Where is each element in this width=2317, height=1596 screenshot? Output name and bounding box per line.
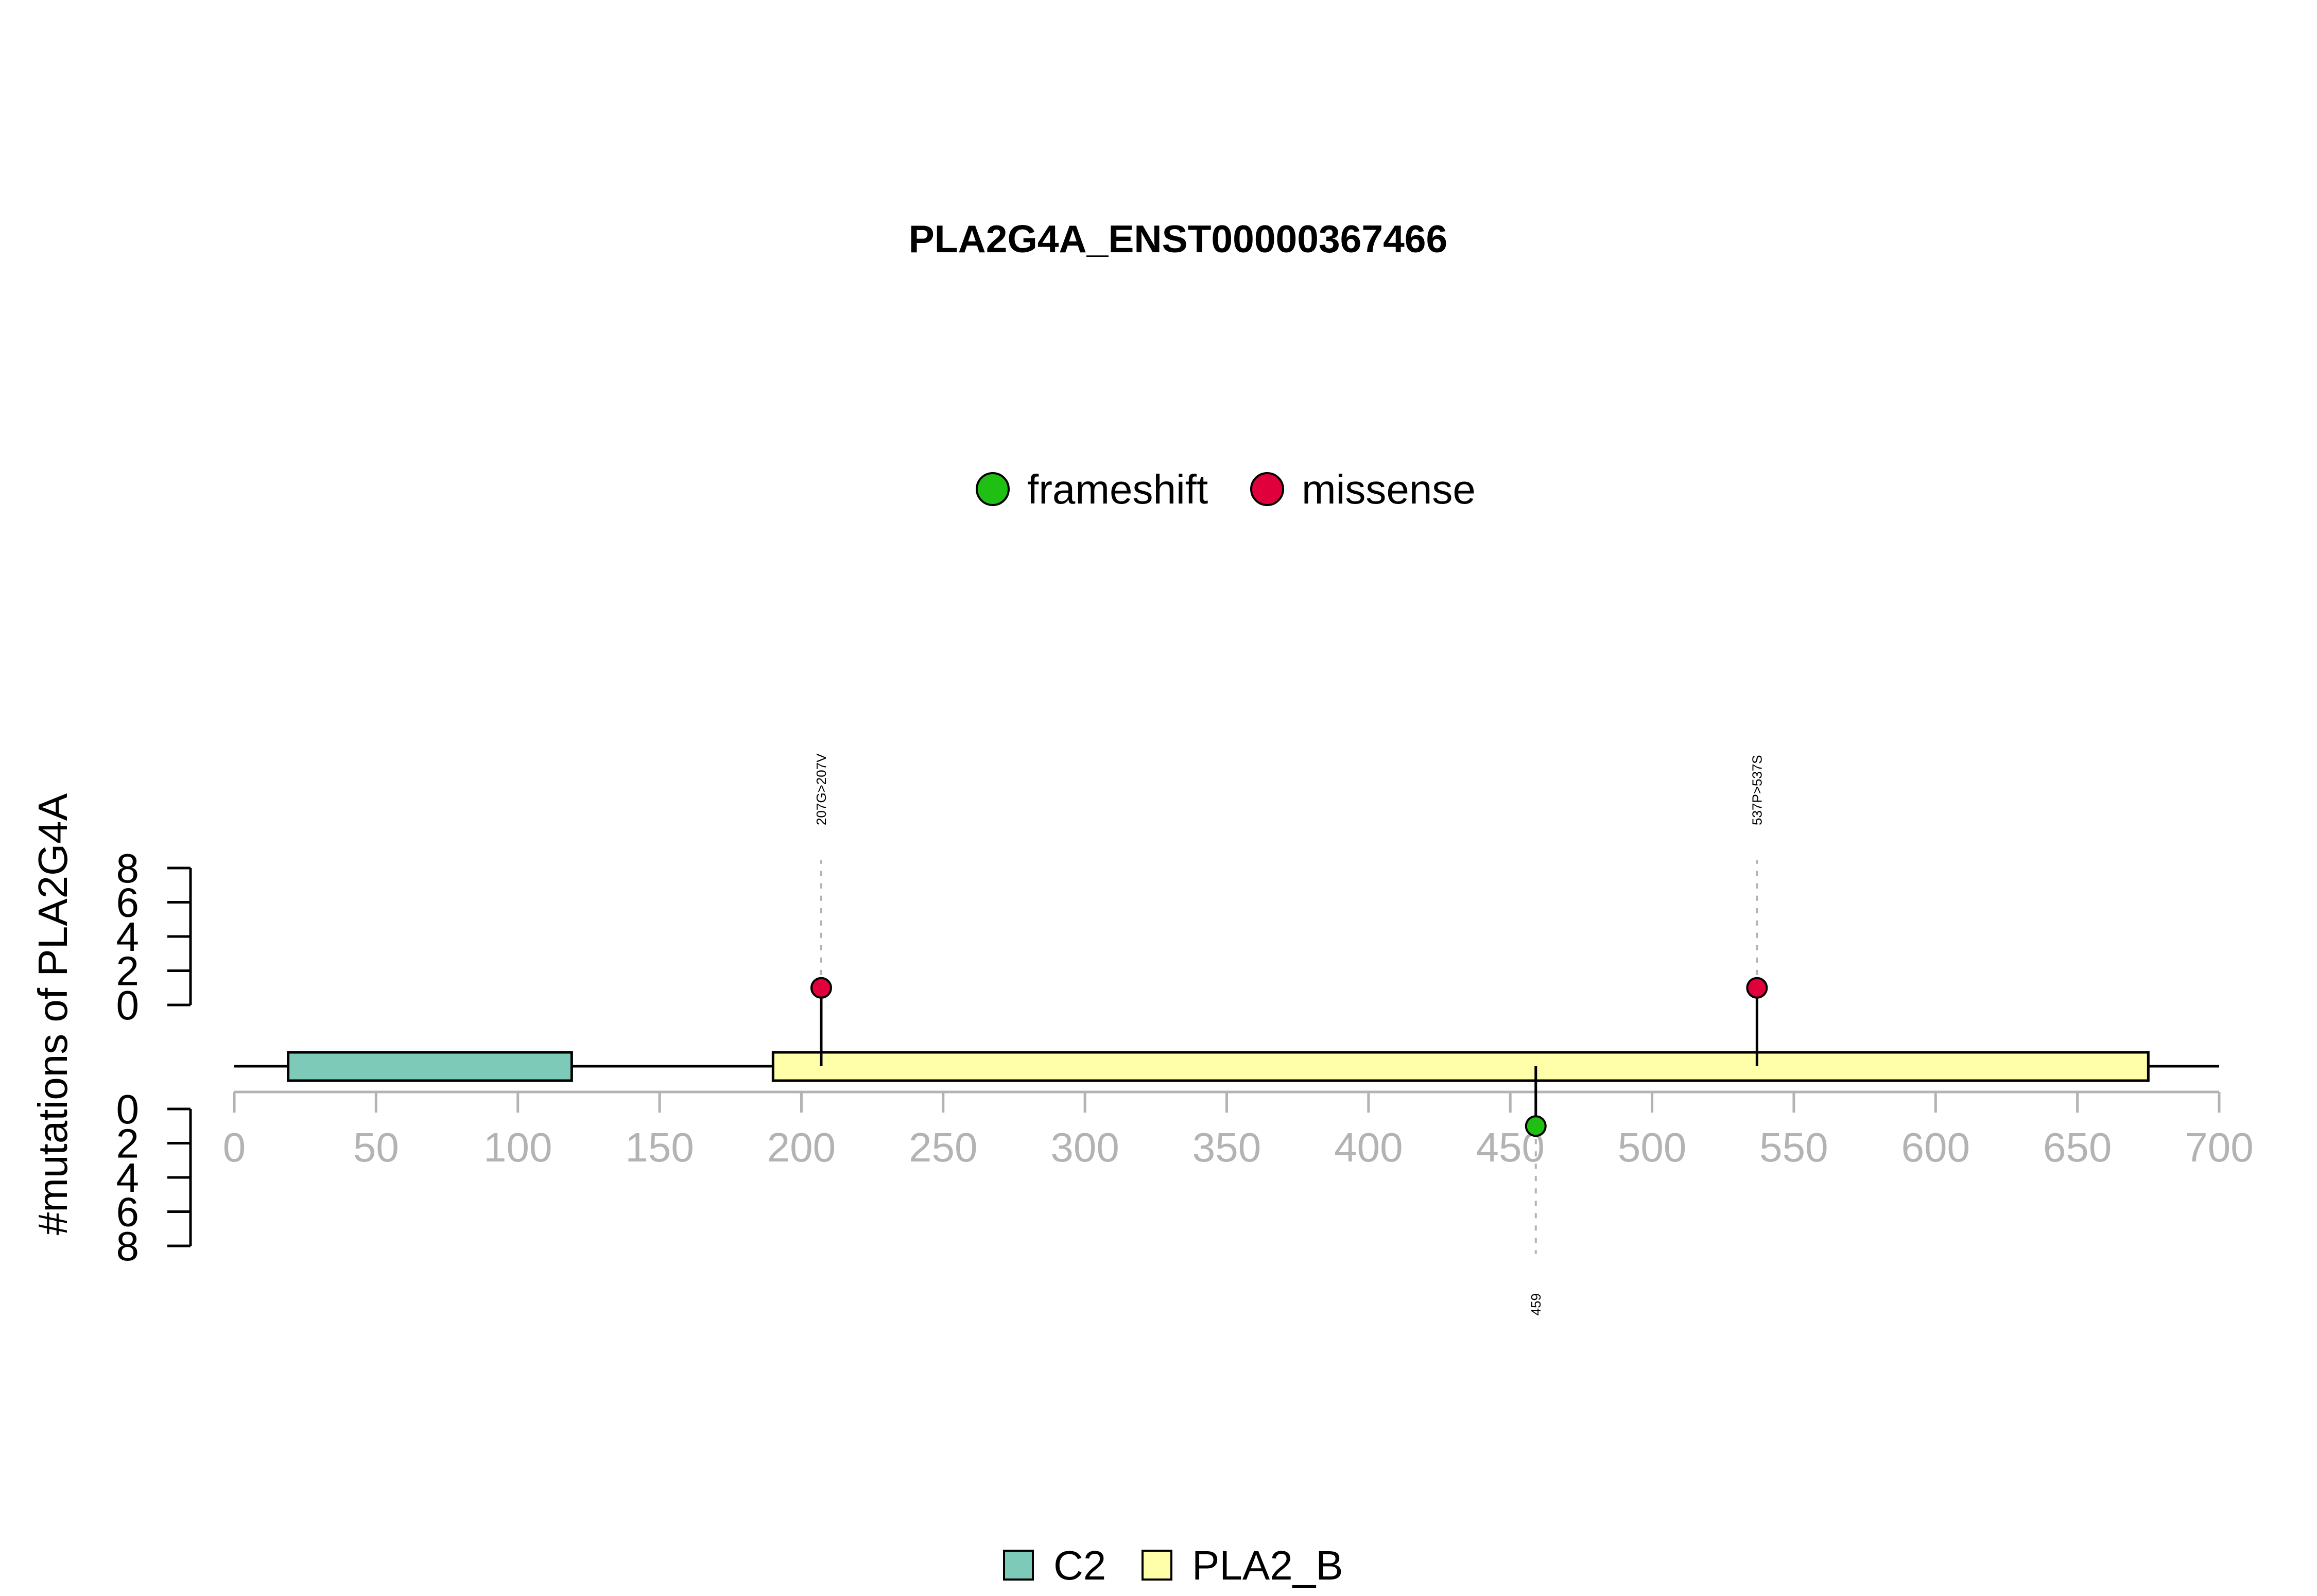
domain-boxes xyxy=(287,1051,2150,1082)
domain-c2 xyxy=(287,1051,573,1082)
legend-pla2b-label: PLA2_B xyxy=(1192,1542,1343,1588)
legend-missense-label: missense xyxy=(1302,466,1476,512)
mutation-missense: 207G>207V xyxy=(810,753,832,1066)
mutation-label: 537P>537S xyxy=(1749,755,1765,825)
mutation-label: 207G>207V xyxy=(814,753,829,825)
legend-frameshift-label: frameshift xyxy=(1027,466,1208,512)
upper-y-tick-label: 2 xyxy=(116,948,140,994)
x-tick-label: 100 xyxy=(483,1124,552,1170)
domain-pla2-b xyxy=(771,1051,2150,1082)
upper-y-tick-label: 6 xyxy=(116,880,140,926)
upper-y-tick-label: 8 xyxy=(116,845,140,891)
chart-title: PLA2G4A_ENST00000367466 xyxy=(909,217,1447,261)
lower-y-tick-label: 4 xyxy=(116,1155,140,1201)
lower-y-tick-label: 6 xyxy=(116,1189,140,1235)
mutation-frameshift: 459 xyxy=(1525,1066,1547,1315)
legend-pla2b-swatch xyxy=(1142,1550,1172,1581)
x-axis: 0 50 100 150 200 250 300 350 400 450 500 550 600 650 7… xyxy=(223,1090,2254,1170)
x-tick-label: 350 xyxy=(1192,1124,1261,1170)
x-tick-label: 500 xyxy=(1618,1124,1686,1170)
mutation-label: 459 xyxy=(1528,1293,1544,1315)
mutation-point xyxy=(1746,977,1768,999)
lower-y-tick-label: 8 xyxy=(116,1223,140,1269)
lower-y-tick-label: 2 xyxy=(116,1121,140,1167)
domain-legend: C2 PLA2_B xyxy=(1003,1542,1343,1588)
x-tick-label: 550 xyxy=(1759,1124,1828,1170)
mutation-point xyxy=(1525,1115,1547,1137)
x-tick-label: 600 xyxy=(1901,1124,1970,1170)
x-tick-label: 300 xyxy=(1050,1124,1119,1170)
x-tick-label: 200 xyxy=(767,1124,836,1170)
legend-frameshift-marker xyxy=(976,472,1010,506)
upper-y-tick-label: 4 xyxy=(116,914,140,960)
legend-c2-label: C2 xyxy=(1053,1542,1106,1588)
mutation-lollipops: 207G>207V 537P>537S 459 xyxy=(810,753,1768,1315)
x-tick-label: 250 xyxy=(909,1124,977,1170)
legend-missense-marker xyxy=(1250,472,1284,506)
x-tick-label: 0 xyxy=(223,1124,246,1170)
x-tick-label: 50 xyxy=(353,1124,399,1170)
lower-y-tick-label: 0 xyxy=(116,1086,140,1132)
y-axis-label: #mutations of PLA2G4A xyxy=(30,793,76,1235)
x-tick-label: 150 xyxy=(625,1124,694,1170)
x-tick-label: 700 xyxy=(2185,1124,2253,1170)
mutation-point xyxy=(810,977,832,999)
mutation-legend: frameshift missense xyxy=(976,466,1476,512)
legend-c2-swatch xyxy=(1003,1550,1034,1581)
upper-y-tick-label: 0 xyxy=(116,982,140,1028)
x-tick-label: 400 xyxy=(1334,1124,1403,1170)
mutation-missense: 537P>537S xyxy=(1746,755,1768,1066)
x-tick-label: 650 xyxy=(2043,1124,2112,1170)
